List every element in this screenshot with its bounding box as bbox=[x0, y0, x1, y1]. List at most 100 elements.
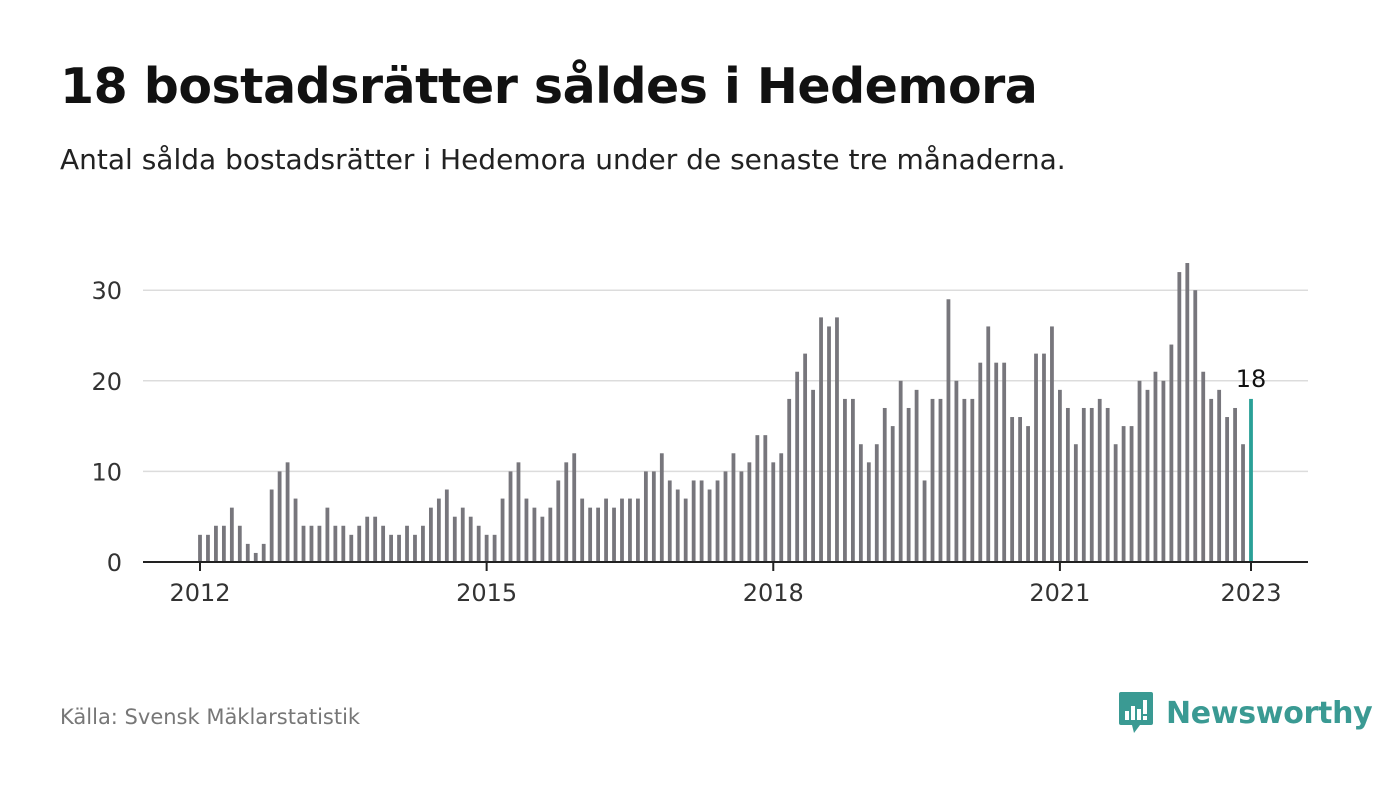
bar bbox=[866, 462, 871, 562]
bar bbox=[373, 516, 378, 562]
bar bbox=[221, 525, 226, 562]
bar bbox=[1065, 407, 1070, 562]
y-tick-label: 20 bbox=[91, 368, 122, 396]
bar bbox=[349, 534, 354, 562]
x-tick-label: 2015 bbox=[456, 579, 517, 607]
bar bbox=[930, 398, 935, 562]
bar bbox=[389, 534, 393, 562]
x-axis-ticks: 2012 2015 2018 2021 2023 bbox=[169, 562, 1282, 607]
bar bbox=[803, 353, 808, 562]
source-note: Källa: Svensk Mäklarstatistik bbox=[60, 705, 361, 729]
bar bbox=[1089, 407, 1094, 562]
chart-subtitle: Antal sålda bostadsrätter i Hedemora und… bbox=[60, 143, 1066, 176]
bar bbox=[1145, 389, 1150, 562]
bar bbox=[492, 534, 497, 562]
bar bbox=[978, 362, 983, 562]
chart-title: 18 bostadsrätter såldes i Hedemora bbox=[60, 58, 1038, 115]
bar bbox=[381, 525, 386, 562]
bar bbox=[620, 498, 624, 562]
x-tick-label: 2018 bbox=[743, 579, 804, 607]
bar bbox=[452, 516, 457, 562]
bar bbox=[397, 534, 401, 562]
bar bbox=[214, 525, 218, 562]
bar bbox=[484, 534, 489, 562]
bar bbox=[269, 489, 274, 562]
bar bbox=[1209, 398, 1214, 562]
bar bbox=[659, 453, 664, 562]
bar bbox=[715, 480, 720, 562]
bar bbox=[835, 317, 839, 562]
bar bbox=[460, 507, 465, 562]
bar bbox=[683, 498, 688, 562]
newsworthy-logo-icon bbox=[1119, 692, 1153, 733]
bar bbox=[1225, 417, 1230, 562]
bar bbox=[1018, 417, 1022, 562]
bar bbox=[827, 326, 831, 562]
y-tick-label: 30 bbox=[91, 277, 122, 305]
bar bbox=[309, 525, 314, 562]
newsworthy-logo: Newsworthy bbox=[1118, 691, 1373, 735]
bar bbox=[612, 507, 616, 562]
bar bbox=[516, 462, 521, 562]
bar bbox=[580, 498, 585, 562]
bar bbox=[468, 516, 473, 562]
bar bbox=[524, 498, 529, 562]
bar bbox=[333, 525, 338, 562]
bar bbox=[548, 507, 553, 562]
bar bbox=[1050, 326, 1054, 562]
bar bbox=[436, 498, 441, 562]
bar-chart: 0 10 20 30 2012 2015 2018 2021 2023 18 bbox=[91, 263, 1308, 607]
y-tick-label: 10 bbox=[91, 458, 122, 486]
bar bbox=[476, 525, 481, 562]
bar bbox=[938, 398, 943, 562]
bar bbox=[954, 380, 959, 562]
x-tick-label: 2023 bbox=[1220, 579, 1281, 607]
bar bbox=[341, 525, 346, 562]
bar bbox=[1034, 353, 1038, 562]
bar bbox=[421, 525, 425, 562]
bar bbox=[1121, 426, 1126, 562]
bar bbox=[245, 543, 250, 562]
bar bbox=[628, 498, 632, 562]
bar bbox=[1081, 407, 1086, 562]
bar bbox=[293, 498, 298, 562]
x-tick-label: 2012 bbox=[169, 579, 230, 607]
bar bbox=[317, 525, 322, 562]
bar bbox=[357, 525, 362, 562]
bar bbox=[882, 407, 887, 562]
bar bbox=[731, 453, 736, 562]
bar bbox=[540, 516, 545, 562]
bar bbox=[596, 507, 601, 562]
bar bbox=[922, 480, 927, 562]
bar bbox=[1185, 263, 1190, 562]
bar bbox=[1026, 426, 1030, 562]
bar bbox=[1010, 417, 1015, 562]
bar bbox=[413, 534, 417, 562]
bar bbox=[1177, 272, 1182, 562]
y-axis-ticks: 0 10 20 30 bbox=[91, 277, 122, 577]
bar bbox=[763, 435, 768, 562]
bar bbox=[277, 471, 282, 562]
bar bbox=[1241, 444, 1245, 562]
bar bbox=[1153, 371, 1158, 562]
bar bbox=[843, 398, 847, 562]
bar bbox=[850, 398, 855, 562]
bar bbox=[811, 389, 815, 562]
bar bbox=[970, 398, 975, 562]
bar bbox=[643, 471, 648, 562]
bar bbox=[795, 371, 800, 562]
bar bbox=[890, 426, 895, 562]
bar bbox=[819, 317, 823, 562]
bar bbox=[229, 507, 234, 562]
bar bbox=[914, 389, 919, 562]
bar bbox=[444, 489, 449, 562]
bar bbox=[508, 471, 513, 562]
bar bbox=[1129, 426, 1134, 562]
data-label-latest: 18 bbox=[1236, 365, 1267, 393]
bar bbox=[500, 498, 505, 562]
bar bbox=[301, 525, 306, 562]
bar bbox=[771, 462, 776, 562]
bar bbox=[723, 471, 728, 562]
bar-highlight bbox=[1249, 398, 1253, 562]
bar bbox=[739, 471, 744, 562]
